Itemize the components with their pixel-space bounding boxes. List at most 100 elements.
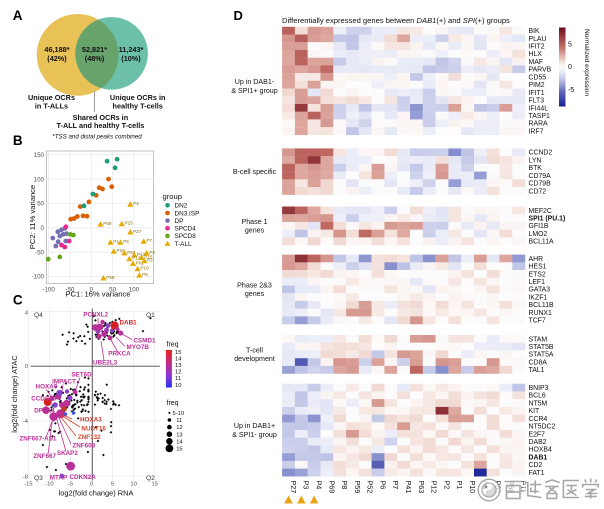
svg-text:PCNXL2: PCNXL2 xyxy=(83,311,108,318)
svg-text:RARA: RARA xyxy=(529,121,549,128)
svg-text:DPPA4: DPPA4 xyxy=(34,408,55,415)
svg-text:P2: P2 xyxy=(442,481,451,490)
svg-text:CSMD1: CSMD1 xyxy=(134,337,157,344)
svg-text:-15: -15 xyxy=(24,482,32,488)
svg-text:P11: P11 xyxy=(519,481,528,493)
svg-text:Q2: Q2 xyxy=(146,475,155,482)
svg-text:0: 0 xyxy=(41,225,45,232)
svg-text:PARVB: PARVB xyxy=(529,67,552,74)
svg-text:freq: freq xyxy=(167,400,179,407)
svg-text:ZNF608: ZNF608 xyxy=(72,443,95,450)
svg-text:P6: P6 xyxy=(123,239,129,244)
svg-text:LYN: LYN xyxy=(529,157,542,164)
svg-text:P63: P63 xyxy=(417,481,426,494)
svg-text:-100: -100 xyxy=(32,274,45,281)
svg-text:SET6D: SET6D xyxy=(71,371,92,378)
svg-text:10: 10 xyxy=(175,383,181,389)
svg-text:SPCD4: SPCD4 xyxy=(175,226,197,233)
svg-text:P1: P1 xyxy=(455,481,464,490)
svg-text:log2(fold change) ATAC: log2(fold change) ATAC xyxy=(10,355,19,433)
svg-text:-8: -8 xyxy=(23,475,28,481)
svg-text:100: 100 xyxy=(34,176,45,183)
svg-text:11: 11 xyxy=(175,376,181,382)
svg-text:CCDC50: CCDC50 xyxy=(31,396,57,403)
svg-text:Differentially expressed genes: Differentially expressed genes between D… xyxy=(282,16,510,25)
svg-text:P23: P23 xyxy=(125,221,134,226)
svg-text:HLX: HLX xyxy=(529,51,543,58)
svg-text:BIK: BIK xyxy=(529,28,541,35)
svg-text:P61: P61 xyxy=(136,260,145,265)
svg-text:Up in DAB1-: Up in DAB1- xyxy=(235,78,275,86)
svg-text:GFI1B: GFI1B xyxy=(529,223,549,230)
svg-text:5: 5 xyxy=(568,42,572,49)
svg-text:IFIT2: IFIT2 xyxy=(529,44,545,51)
svg-text:Phase 2&3: Phase 2&3 xyxy=(237,282,272,290)
svg-text:P4: P4 xyxy=(315,481,324,490)
svg-text:CCND2: CCND2 xyxy=(529,150,553,157)
svg-text:-10: -10 xyxy=(45,482,53,488)
svg-text:HOXA3: HOXA3 xyxy=(80,416,102,423)
svg-text:14: 14 xyxy=(175,356,182,362)
svg-text:TASP1: TASP1 xyxy=(529,113,550,120)
svg-text:DAB1: DAB1 xyxy=(120,320,138,327)
svg-text:P52: P52 xyxy=(366,481,375,494)
svg-text:E2F7: E2F7 xyxy=(529,431,546,438)
svg-text:P1: P1 xyxy=(113,239,119,244)
svg-text:Phase 1: Phase 1 xyxy=(241,218,267,226)
svg-text:13: 13 xyxy=(175,363,181,369)
svg-text:PLAU: PLAU xyxy=(529,36,547,43)
svg-text:15: 15 xyxy=(176,447,182,453)
svg-text:0: 0 xyxy=(90,286,94,293)
svg-text:P3: P3 xyxy=(302,481,311,490)
svg-text:-5: -5 xyxy=(568,87,574,94)
svg-text:13: 13 xyxy=(176,432,182,438)
svg-text:freq: freq xyxy=(167,342,179,349)
svg-text:BCL11B: BCL11B xyxy=(529,302,555,309)
svg-text:IMPACT: IMPACT xyxy=(52,378,76,385)
svg-text:Unique OCRs: Unique OCRs xyxy=(28,93,75,102)
svg-text:DN2: DN2 xyxy=(175,203,188,210)
svg-text:50: 50 xyxy=(109,286,116,293)
svg-text:5: 5 xyxy=(111,482,114,488)
svg-text:150: 150 xyxy=(34,152,45,159)
svg-text:AHR: AHR xyxy=(529,256,544,263)
svg-text:CD79A: CD79A xyxy=(529,173,552,180)
svg-text:46,188*: 46,188* xyxy=(44,45,69,54)
svg-text:NT5M: NT5M xyxy=(529,400,548,407)
svg-text:(48%): (48%) xyxy=(85,54,105,63)
svg-text:P58: P58 xyxy=(106,275,115,280)
svg-text:Q4: Q4 xyxy=(34,312,43,319)
svg-text:LEF1: LEF1 xyxy=(529,279,546,286)
svg-text:P12: P12 xyxy=(430,481,439,494)
svg-text:in T-ALLs: in T-ALLs xyxy=(35,101,68,110)
svg-text:IFIT1: IFIT1 xyxy=(529,90,545,97)
svg-text:ZNF667: ZNF667 xyxy=(33,453,56,460)
svg-text:5-10: 5-10 xyxy=(173,411,185,417)
svg-text:4: 4 xyxy=(25,310,29,316)
svg-text:CD2: CD2 xyxy=(529,462,543,469)
svg-text:P41: P41 xyxy=(137,252,146,257)
svg-text:PC2: 11% variance: PC2: 11% variance xyxy=(28,185,37,249)
svg-text:CD72: CD72 xyxy=(529,188,547,195)
svg-text:DP: DP xyxy=(175,218,184,225)
svg-text:10: 10 xyxy=(130,482,136,488)
svg-text:P7: P7 xyxy=(146,238,152,243)
svg-text:PIM2: PIM2 xyxy=(529,82,545,89)
svg-text:-100: -100 xyxy=(42,286,55,293)
svg-text:NUDT16: NUDT16 xyxy=(81,425,106,432)
svg-text:ZNF667-AS1: ZNF667-AS1 xyxy=(19,436,57,443)
svg-text:C: C xyxy=(13,293,23,308)
svg-text:DAB1: DAB1 xyxy=(529,454,548,461)
svg-text:P10: P10 xyxy=(468,481,477,494)
svg-text:& SPI1+ group: & SPI1+ group xyxy=(231,87,277,95)
svg-text:P5: P5 xyxy=(149,250,155,255)
svg-text:Shared OCRs in: Shared OCRs in xyxy=(73,113,129,122)
svg-text:HOXA9: HOXA9 xyxy=(36,383,58,390)
svg-text:0: 0 xyxy=(568,64,572,71)
svg-text:15: 15 xyxy=(151,482,157,488)
svg-text:& SPI1- group: & SPI1- group xyxy=(232,431,277,439)
svg-text:MEF2C: MEF2C xyxy=(529,208,552,215)
svg-text:genes: genes xyxy=(245,290,265,298)
svg-text:IRF7: IRF7 xyxy=(529,128,544,135)
svg-text:11,243*: 11,243* xyxy=(119,45,144,54)
